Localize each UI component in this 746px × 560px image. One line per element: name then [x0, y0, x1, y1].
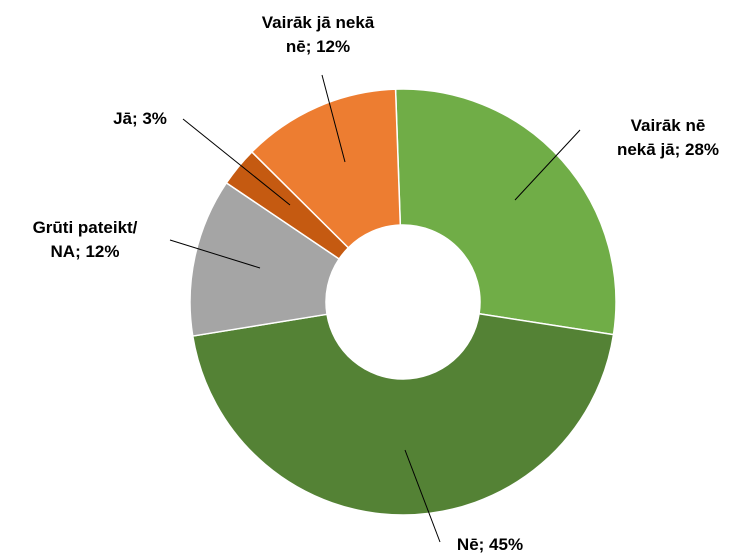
donut-slice — [394, 88, 617, 336]
data-label: Jā; 3% — [113, 109, 167, 128]
data-label: Grūti pateikt/ NA; 12% — [32, 218, 138, 261]
donut-slice — [250, 88, 402, 249]
leader-line — [514, 129, 581, 201]
leader-line — [182, 118, 291, 206]
leader-line — [321, 74, 346, 163]
data-label: Nē; 45% — [456, 535, 524, 554]
donut-slice — [189, 181, 341, 337]
data-label: Vairāk nē nekā jā; 28% — [616, 116, 720, 159]
leader-line — [404, 449, 441, 543]
donut-slice — [191, 312, 615, 516]
leader-line — [169, 239, 261, 269]
data-label: Vairāk jā nekā nē; 12% — [261, 13, 375, 56]
